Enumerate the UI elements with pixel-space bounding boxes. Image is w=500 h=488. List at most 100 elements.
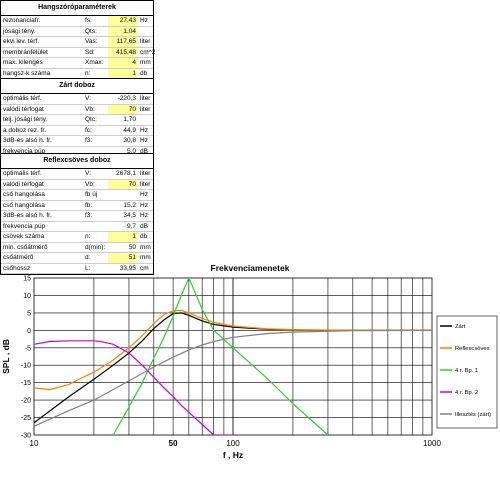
parameter-table-2: Reflexcsöves doboz optimális térf. V: 2678,…: [0, 153, 154, 275]
cell-value: 5,0: [126, 147, 136, 155]
cell-label: membránfelület: [3, 48, 48, 56]
cell-unit: db: [140, 69, 148, 77]
cell-value: -220,3: [117, 95, 136, 102]
x-tick-label: 50: [169, 439, 178, 448]
legend-box: [436, 315, 498, 429]
table-row: rezonanciafr. fs: 27,43 Hz: [1, 16, 153, 27]
table-row: membránfelület Sd: 415,48 cm^2: [1, 47, 156, 58]
cell-label: rezonanciafr.: [3, 17, 41, 24]
cell-unit: mm: [140, 243, 151, 251]
cell-value: 1,70: [123, 116, 136, 123]
parameter-table-0: Hangszóróparaméterek rezonanciafr. fs: 27,4…: [0, 0, 156, 80]
cell-value[interactable]: 51: [108, 253, 137, 263]
cell-label: frekvencia púp: [3, 147, 46, 155]
cell-label: cső hangolása: [3, 191, 45, 198]
table-row: jósági tény. Qts: 1,04: [1, 26, 153, 37]
series-line-1: [34, 309, 432, 391]
cell-sym: f3:: [85, 212, 93, 219]
cell-label: 3dB-es alsó h. fr.: [3, 137, 52, 144]
cell-label: hangsz-k száma: [3, 69, 51, 77]
table-row: min. csőátmérő d(min): 50 mm: [1, 243, 153, 253]
cell-label: a doboz rez. fr.: [3, 126, 46, 134]
cell-value: 50: [128, 243, 136, 251]
cell-sym: V:: [85, 170, 91, 177]
table-title: Hangszóróparaméterek: [1, 1, 153, 16]
cell-sym: Vb:: [85, 180, 95, 188]
y-tick-label: -30: [21, 433, 31, 440]
table-row: optimális térf. V: -220,3 liter: [1, 94, 153, 105]
cell-sym: d(min):: [85, 243, 106, 251]
x-tick-label: 100: [226, 439, 240, 448]
cell-label: max. kilengés: [3, 59, 43, 66]
table-row: ekvi lev. térf. Vas: 117,65 liter: [1, 37, 153, 48]
cell-sym: Xmax:: [85, 59, 104, 66]
cell-value[interactable]: 415,48: [108, 47, 137, 57]
cell-sym: L:: [85, 264, 91, 272]
cell-label: cső hangolása: [3, 201, 45, 209]
cell-unit: Hz: [140, 126, 148, 134]
cell-value: 44,9: [123, 126, 136, 134]
cell-value: 34,5: [123, 212, 136, 219]
cell-value[interactable]: 4: [108, 58, 137, 68]
cell-value[interactable]: 27,43: [108, 16, 137, 26]
y-tick-label: -20: [21, 398, 31, 405]
y-axis-label: SPL , dB: [1, 339, 11, 374]
cell-label: optimális térf.: [3, 95, 42, 102]
cell-unit: Hz: [140, 191, 148, 198]
x-tick-label: 10: [30, 439, 39, 448]
table-row: csövek száma n: 1 db: [1, 232, 153, 243]
cell-sym: f3:: [85, 137, 93, 144]
cell-label: jósági tény.: [3, 27, 36, 35]
cell-sym: Sd:: [85, 48, 95, 56]
cell-label: ekvi lev. térf.: [3, 38, 40, 45]
legend-label: 4 r. Bp. 1: [455, 368, 478, 374]
cell-value[interactable]: 1: [108, 68, 137, 78]
legend-label: 4 r. Bp. 2: [455, 390, 478, 396]
y-tick-label: -15: [21, 380, 31, 387]
table-title: Zárt doboz: [1, 79, 153, 94]
cell-value[interactable]: 1,04: [108, 26, 137, 36]
cell-unit: db: [140, 233, 148, 240]
cell-value[interactable]: 70: [108, 179, 137, 189]
cell-sym: n:: [85, 233, 91, 240]
cell-label: min. csőátmérő: [3, 243, 48, 251]
series-line-3: [34, 340, 233, 435]
table-row: cső hangolása fb új Hz: [1, 190, 153, 201]
cell-sym: Vb:: [85, 105, 95, 113]
cell-unit: cm^2: [140, 48, 156, 56]
cell-label: csőátmérő: [3, 254, 34, 261]
table-row: valódi térfogat Vb: 70 liter: [1, 179, 153, 190]
cell-sym: fb új: [85, 191, 98, 198]
y-tick-label: 15: [23, 276, 31, 283]
table-row: 3dB-es alsó h. fr. f3: 34,5 Hz: [1, 211, 153, 222]
cell-sym: fs:: [85, 17, 92, 24]
y-tick-label: 10: [23, 293, 31, 300]
cell-value[interactable]: 117,65: [108, 37, 137, 47]
legend-label: Reflexcsöves: [455, 346, 490, 352]
cell-unit: Hz: [140, 201, 148, 209]
table-row: max. kilengés Xmax: 4 mm: [1, 58, 153, 69]
y-tick-label: -25: [21, 415, 31, 422]
cell-value[interactable]: 70: [108, 104, 137, 114]
table-row: a doboz rez. fr. fc: 44,9 Hz: [1, 126, 153, 136]
cell-unit: liter: [140, 180, 151, 188]
cell-sym: d:: [85, 254, 91, 261]
table-row: cső hangolása fb: 15,2 Hz: [1, 201, 153, 211]
cell-unit: Hz: [140, 137, 148, 144]
cell-value: 15,2: [123, 201, 136, 209]
cell-unit: liter: [140, 38, 151, 45]
cell-sym: fb:: [85, 201, 93, 209]
cell-value[interactable]: 1: [108, 232, 137, 242]
table-row: telj. jósági tény. Qtc: 1,70: [1, 115, 153, 126]
table-title: Reflexcsöves doboz: [1, 154, 153, 169]
cell-sym: V:: [85, 95, 91, 102]
cell-sym: n:: [85, 69, 91, 77]
cell-sym: Qts:: [85, 27, 97, 35]
cell-value: 33,95: [119, 264, 136, 272]
cell-sym: fc:: [85, 126, 92, 134]
cell-label: csövek száma: [3, 233, 45, 240]
cell-unit: liter: [140, 95, 151, 102]
cell-value: 9,7: [126, 222, 136, 230]
table-row: 3dB-es alsó h. fr. f3: 30,8 Hz: [1, 136, 153, 147]
cell-unit: liter: [140, 105, 151, 113]
